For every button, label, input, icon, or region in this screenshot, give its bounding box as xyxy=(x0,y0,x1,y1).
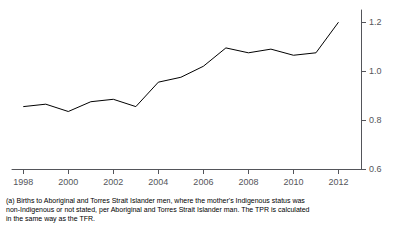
svg-text:2012: 2012 xyxy=(328,177,348,187)
svg-text:2006: 2006 xyxy=(193,177,213,187)
svg-text:1998: 1998 xyxy=(13,177,33,187)
svg-text:0.6: 0.6 xyxy=(369,164,382,174)
svg-text:2000: 2000 xyxy=(58,177,78,187)
svg-text:2002: 2002 xyxy=(103,177,123,187)
svg-text:0.8: 0.8 xyxy=(369,115,382,125)
svg-text:1.0: 1.0 xyxy=(369,66,382,76)
svg-text:(a) Births to Aboriginal and T: (a) Births to Aboriginal and Torres Stra… xyxy=(6,197,305,205)
svg-text:2008: 2008 xyxy=(238,177,258,187)
svg-text:2004: 2004 xyxy=(148,177,168,187)
svg-text:1.2: 1.2 xyxy=(369,17,382,27)
svg-text:non-Indigenous or not stated,: non-Indigenous or not stated, per Aborig… xyxy=(6,206,310,214)
svg-text:in the same way as the TFR.: in the same way as the TFR. xyxy=(6,215,95,223)
svg-text:2010: 2010 xyxy=(283,177,303,187)
